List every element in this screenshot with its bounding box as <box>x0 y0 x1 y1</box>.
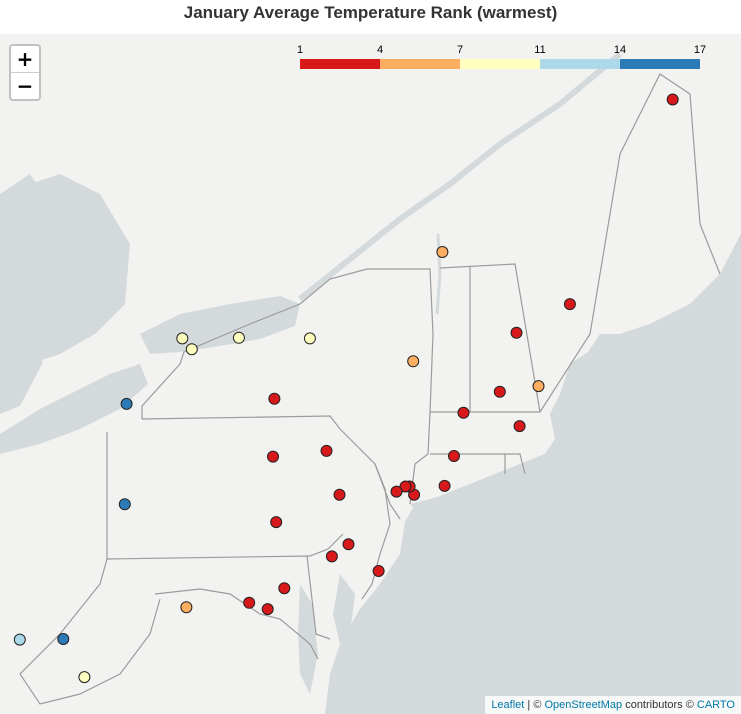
station-marker[interactable] <box>342 538 355 551</box>
atlantic-ocean <box>325 234 741 714</box>
legend-tick: 17 <box>693 44 707 56</box>
leaflet-link[interactable]: Leaflet <box>491 699 525 711</box>
legend-ticks: 1 4 7 11 14 17 <box>296 44 706 58</box>
station-marker[interactable] <box>399 480 412 493</box>
zoom-in-button[interactable]: + <box>11 46 39 73</box>
station-marker[interactable] <box>78 671 91 684</box>
station-marker[interactable] <box>448 450 460 462</box>
station-marker[interactable] <box>180 601 193 614</box>
attrib-contrib: contributors © <box>622 699 697 711</box>
station-marker[interactable] <box>185 343 198 356</box>
attrib-sep: | © <box>524 699 545 711</box>
zoom-out-button[interactable]: − <box>16 74 34 98</box>
legend-tick: 11 <box>534 44 546 56</box>
legend-swatch <box>300 59 380 69</box>
station-layer <box>13 93 679 684</box>
legend-bar <box>300 59 700 69</box>
map-title: January Average Temperature Rank (warmes… <box>183 3 558 22</box>
basemap <box>0 34 741 714</box>
st-lawrence-river <box>298 51 622 302</box>
station-marker[interactable] <box>118 498 131 511</box>
lake-huron-east <box>0 174 130 364</box>
station-marker[interactable] <box>267 450 279 463</box>
station-marker[interactable] <box>333 488 346 501</box>
station-marker[interactable] <box>120 397 133 410</box>
station-marker[interactable] <box>232 331 245 344</box>
land-mass <box>0 34 741 714</box>
station-marker[interactable] <box>278 582 291 595</box>
legend-tick: 4 <box>376 44 384 56</box>
station-marker[interactable] <box>243 596 256 609</box>
carto-link[interactable]: CARTO <box>696 699 735 711</box>
station-marker[interactable] <box>57 633 70 645</box>
lake-erie <box>0 364 148 454</box>
station-marker[interactable] <box>390 485 403 498</box>
state-borders <box>19 73 721 705</box>
station-marker[interactable] <box>510 326 523 339</box>
station-marker[interactable] <box>13 633 26 646</box>
station-marker[interactable] <box>261 603 274 616</box>
station-marker[interactable] <box>176 332 189 345</box>
station-marker[interactable] <box>270 516 283 529</box>
legend-swatch <box>380 59 460 69</box>
legend-swatch <box>460 59 540 69</box>
station-marker[interactable] <box>563 298 576 311</box>
chesapeake-bay <box>298 584 318 694</box>
station-marker[interactable] <box>325 550 338 563</box>
zoom-control: + − <box>9 44 41 101</box>
attribution: Leaflet | © OpenStreetMap contributors ©… <box>485 696 741 714</box>
osm-link[interactable]: OpenStreetMap <box>544 699 623 711</box>
station-marker[interactable] <box>438 479 451 492</box>
map-view[interactable]: + − 1 4 7 11 14 17 Leaflet | © OpenStreetMap … <box>0 34 741 714</box>
station-marker[interactable] <box>268 392 281 405</box>
station-marker[interactable] <box>303 332 316 345</box>
station-marker[interactable] <box>532 380 545 393</box>
delaware-bay <box>333 574 355 644</box>
station-marker[interactable] <box>666 93 679 106</box>
legend-swatch <box>620 59 700 69</box>
station-marker[interactable] <box>513 420 526 433</box>
station-marker[interactable] <box>457 406 470 419</box>
legend-swatch <box>540 59 620 69</box>
station-marker[interactable] <box>407 355 420 368</box>
station-marker[interactable] <box>320 444 333 457</box>
color-legend: 1 4 7 11 14 17 <box>296 44 706 74</box>
station-marker[interactable] <box>493 385 506 398</box>
legend-tick: 7 <box>456 44 464 56</box>
station-marker[interactable] <box>436 246 449 258</box>
legend-tick: 14 <box>613 44 627 56</box>
legend-tick: 1 <box>296 44 304 56</box>
station-marker[interactable] <box>372 565 385 577</box>
